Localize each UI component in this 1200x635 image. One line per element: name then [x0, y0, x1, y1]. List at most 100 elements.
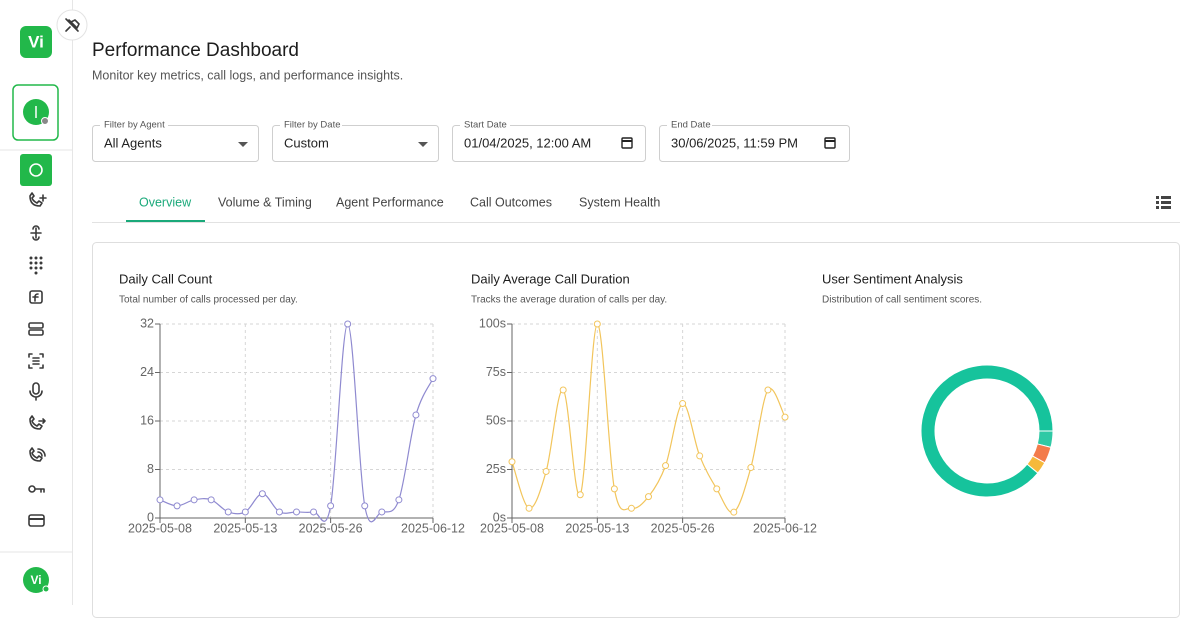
label-bg: [100, 119, 168, 130]
tab[interactable]: System Health: [579, 195, 660, 209]
filter[interactable]: Filter by Date Custom: [272, 119, 439, 162]
charts: Daily Call Count Total number of calls pr…: [119, 271, 1054, 535]
x-tick-label: 2025-05-26: [651, 521, 715, 535]
x-tick-label: 2025-05-08: [480, 521, 544, 535]
chart-title: Daily Call Count: [119, 271, 213, 286]
y-tick-label: 25s: [486, 462, 506, 476]
x-tick-label: 2025-05-26: [299, 521, 363, 535]
tab[interactable]: Agent Performance: [336, 195, 444, 209]
nav-icon: [29, 163, 43, 177]
y-tick-label: 16: [140, 413, 154, 427]
filter-box[interactable]: [272, 125, 439, 162]
y-tick-label: 100s: [479, 316, 506, 330]
chart-subtitle: Tracks the average duration of calls per…: [471, 295, 667, 306]
filter-box[interactable]: [92, 125, 259, 162]
x-tick-label: 2025-06-12: [401, 521, 465, 535]
point: [593, 320, 601, 328]
y-tick-label: 8: [147, 462, 154, 476]
x-tick-label: 2025-05-13: [565, 521, 629, 535]
nav-icon[interactable]: [30, 225, 42, 241]
tab-active[interactable]: Overview: [139, 195, 192, 209]
page-title: Performance Dashboard: [92, 40, 299, 61]
point: [559, 386, 567, 394]
point: [525, 504, 533, 512]
point: [627, 504, 635, 512]
point: [696, 452, 704, 460]
page-subtitle: Monitor key metrics, call logs, and perf…: [92, 68, 403, 82]
filter-label: End Date: [671, 120, 711, 131]
tab[interactable]: Call Outcomes: [470, 195, 552, 209]
point: [361, 502, 369, 510]
tab-underline: [126, 220, 205, 222]
pie-slice: [920, 364, 1054, 498]
filter-value: All Agents: [104, 135, 162, 150]
chart-subtitle: Total number of calls processed per day.: [119, 295, 298, 306]
filter[interactable]: End Date 30/06/2025, 11:59 PM: [659, 119, 850, 162]
nav-icon[interactable]: [28, 514, 45, 527]
nav-icon[interactable]: [29, 256, 43, 275]
y-tick-label: 0s: [493, 510, 506, 524]
point: [730, 508, 738, 516]
point: [610, 485, 618, 493]
nav-icon[interactable]: [28, 322, 44, 329]
filter-box[interactable]: [452, 125, 646, 162]
bottom-logo[interactable]: [23, 567, 49, 593]
status-dot: [41, 117, 49, 125]
point: [310, 508, 318, 516]
nav-icon[interactable]: [29, 447, 46, 462]
nav-icon-detail: [28, 329, 44, 336]
y-tick-label: 32: [140, 316, 154, 330]
nav-icon[interactable]: [28, 485, 45, 493]
point: [190, 496, 198, 504]
label-bg: [667, 119, 712, 130]
point: [764, 386, 772, 394]
filter[interactable]: Filter by Agent All Agents: [92, 119, 259, 162]
point: [781, 413, 789, 421]
point: [542, 467, 550, 475]
calendar-icon[interactable]: [621, 137, 633, 149]
nav-item-active[interactable]: [20, 154, 52, 186]
logo-text: Vi: [28, 32, 44, 51]
point: [258, 490, 266, 498]
pin-icon: [65, 18, 80, 32]
point: [662, 462, 670, 470]
filter[interactable]: Start Date 01/04/2025, 12:00 AM: [452, 119, 646, 162]
nav-icon-detail: [32, 293, 39, 302]
bottom-logo-text: Vi: [30, 573, 41, 587]
point: [713, 485, 721, 493]
nav-icon[interactable]: [29, 192, 47, 207]
nav-icon[interactable]: [29, 382, 43, 401]
point: [679, 400, 687, 408]
nav-icon[interactable]: [29, 415, 46, 430]
nav-icon[interactable]: [29, 290, 43, 304]
chart-subtitle: Distribution of call sentiment scores.: [822, 295, 982, 306]
label-bg: [280, 119, 342, 130]
x-tick-label: 2025-05-13: [213, 521, 277, 535]
point: [224, 508, 232, 516]
logo[interactable]: [20, 26, 52, 58]
y-tick-label: 0: [147, 510, 154, 524]
filter-label: Filter by Agent: [104, 120, 165, 131]
filter-value: Custom: [284, 135, 329, 150]
y-tick-label: 24: [140, 365, 154, 379]
point: [747, 464, 755, 472]
list-view-icon[interactable]: [1156, 196, 1171, 209]
tab[interactable]: Volume & Timing: [218, 195, 312, 209]
chart-title: User Sentiment Analysis: [822, 271, 963, 286]
point: [275, 508, 283, 516]
y-tick-label: 50s: [486, 413, 506, 427]
point: [412, 411, 420, 419]
calendar-icon[interactable]: [824, 137, 836, 149]
filter-box[interactable]: [659, 125, 850, 162]
point: [508, 458, 516, 466]
nav-icon[interactable]: [28, 353, 44, 369]
point: [327, 502, 335, 510]
status-dot: [42, 585, 50, 593]
nav-icons: [28, 192, 47, 527]
y-tick-label: 75s: [486, 365, 506, 379]
filter-value: 01/04/2025, 12:00 AM: [464, 135, 591, 150]
point: [344, 320, 352, 328]
x-tick-label: 2025-05-08: [128, 521, 192, 535]
